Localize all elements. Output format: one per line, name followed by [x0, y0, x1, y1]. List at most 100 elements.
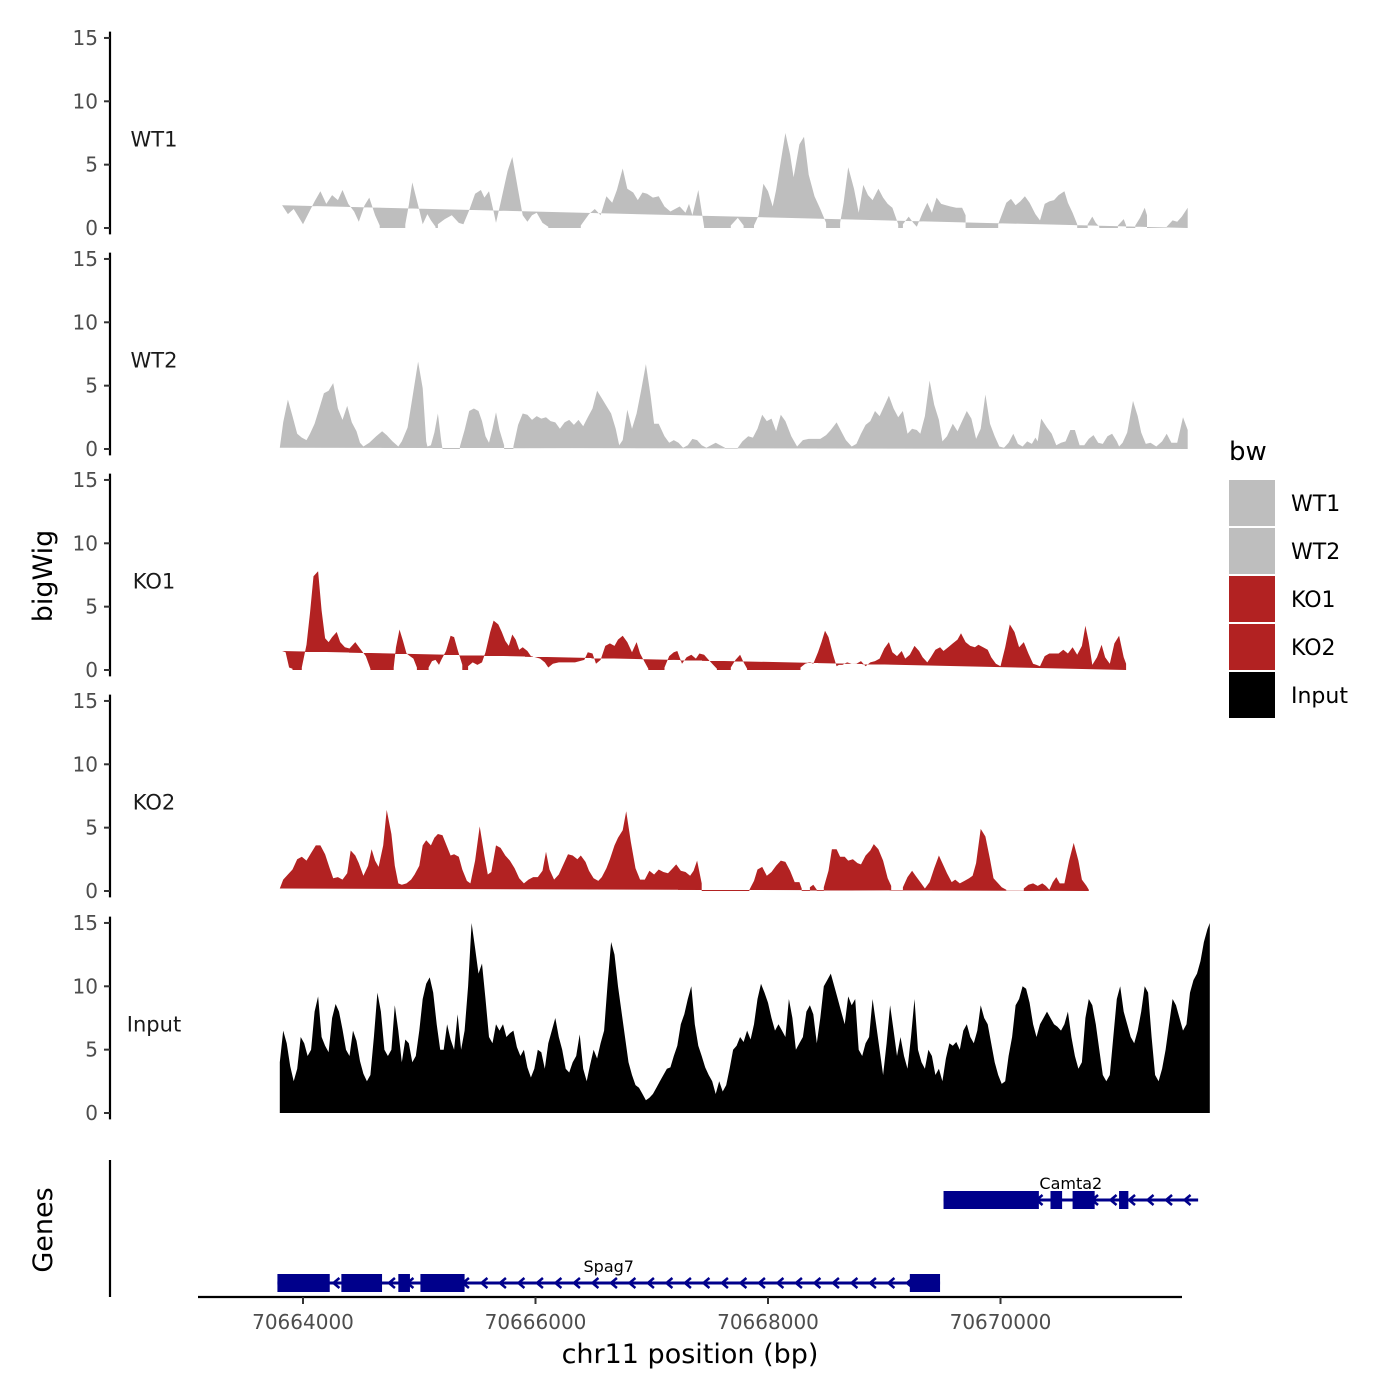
legend-swatch-wt1 [1229, 480, 1275, 526]
strand-arrow [534, 1277, 544, 1289]
strand-arrow [682, 1277, 692, 1289]
legend: bw WT1 WT2 KO1 KO2 Input [1229, 437, 1348, 718]
gene-exon [909, 1274, 941, 1292]
signal-area-wt1 [282, 133, 1188, 228]
y-tick-label: 10 [73, 752, 98, 776]
y-tick-label: 15 [73, 689, 98, 713]
y-tick-label: 10 [73, 531, 98, 555]
strand-arrow [645, 1277, 655, 1289]
gene-camta2: Camta2 [943, 1174, 1199, 1209]
y-tick-label: 15 [73, 468, 98, 492]
gene-exon [943, 1191, 1039, 1209]
track-ko2: 0 5 10 15 KO2 [73, 689, 1089, 903]
strand-arrow [1127, 1194, 1136, 1206]
strand-arrow [1164, 1194, 1173, 1206]
strand-arrow [479, 1277, 489, 1289]
legend-label: KO1 [1291, 588, 1336, 613]
legend-label: WT1 [1291, 492, 1340, 517]
strand-arrow [516, 1277, 526, 1289]
legend-swatch-ko2 [1229, 624, 1275, 670]
y-tick-label: 10 [73, 974, 98, 998]
strand-arrow [830, 1277, 840, 1289]
y-tick-label: 5 [85, 816, 98, 840]
genes-axis-title: Genes [28, 1187, 59, 1272]
legend-swatch-ko1 [1229, 576, 1275, 622]
signal-area-ko1 [282, 571, 1127, 670]
strand-arrow [386, 1277, 396, 1289]
legend-label: WT2 [1291, 540, 1340, 565]
gene-spag7: Spag7 [277, 1257, 941, 1292]
strand-arrow [719, 1277, 729, 1289]
signal-area-ko2 [279, 809, 1089, 891]
y-tick-label: 0 [85, 1101, 98, 1125]
track-input: 0 5 10 15 Input [73, 911, 1210, 1125]
y-tick-label: 10 [73, 310, 98, 334]
y-tick-label: 15 [73, 911, 98, 935]
gene-exon [420, 1274, 465, 1292]
y-tick-label: 5 [85, 153, 98, 177]
strand-arrow [738, 1277, 748, 1289]
strand-arrow [849, 1277, 859, 1289]
y-tick-label: 5 [85, 1038, 98, 1062]
legend-title: bw [1229, 437, 1267, 467]
gene-exon [341, 1274, 383, 1292]
strand-arrow [1145, 1194, 1155, 1206]
y-tick-label: 5 [85, 374, 98, 398]
x-tick-label: 70668000 [717, 1310, 819, 1334]
track-label: WT2 [131, 348, 178, 372]
strand-arrow [553, 1277, 563, 1289]
gene-exon [1072, 1191, 1095, 1209]
strand-arrow [608, 1277, 618, 1289]
y-tick-label: 0 [85, 437, 98, 461]
track-ko1: 0 5 10 15 KO1 [73, 468, 1127, 682]
strand-arrow [775, 1277, 785, 1289]
y-tick-label: 0 [85, 216, 98, 240]
strand-arrow [812, 1277, 822, 1289]
track-label: KO1 [133, 569, 176, 593]
strand-arrow [867, 1277, 877, 1289]
y-tick-label: 10 [73, 89, 98, 113]
y-tick-label: 15 [73, 26, 98, 50]
strand-arrow [1108, 1194, 1118, 1206]
strand-arrow [886, 1277, 896, 1289]
y-tick-label: 0 [85, 658, 98, 682]
legend-swatch-input [1229, 672, 1275, 718]
x-axis: 70664000 70666000 70668000 70670000 [198, 1295, 1182, 1334]
y-tick-label: 0 [85, 879, 98, 903]
gene-label: Spag7 [584, 1257, 634, 1276]
y-axis-title: bigWig [28, 530, 59, 623]
x-axis-title: chr11 position (bp) [562, 1339, 819, 1370]
x-tick-label: 70666000 [485, 1310, 587, 1334]
legend-label: KO2 [1291, 636, 1336, 661]
x-tick-label: 70670000 [950, 1310, 1052, 1334]
track-wt2: 0 5 10 15 WT2 [73, 247, 1188, 461]
strand-arrow [664, 1277, 674, 1289]
gene-exon [1119, 1191, 1129, 1209]
y-tick-label: 15 [73, 247, 98, 271]
gene-exon [1050, 1191, 1063, 1209]
strand-arrow [756, 1277, 766, 1289]
legend-swatch-wt2 [1229, 528, 1275, 574]
track-label: KO2 [133, 790, 176, 814]
signal-tracks: 0 5 10 15 WT1 0 5 10 15 WT2 0 5 10 15 KO1 0 5 10 15 KO2 0 5 10… [73, 26, 1210, 1125]
y-tick-label: 5 [85, 595, 98, 619]
strand-arrow [701, 1277, 711, 1289]
gene-exon [398, 1274, 410, 1292]
signal-area-input [279, 923, 1210, 1113]
x-tick-label: 70664000 [252, 1310, 354, 1334]
legend-label: Input [1291, 684, 1348, 709]
strand-arrow [1182, 1194, 1192, 1206]
signal-area-wt2 [279, 361, 1188, 449]
track-label: Input [127, 1012, 181, 1036]
strand-arrow [571, 1277, 581, 1289]
strand-arrow [331, 1277, 341, 1289]
gene-label: Camta2 [1039, 1174, 1102, 1193]
strand-arrow [590, 1277, 600, 1289]
strand-arrow [497, 1277, 507, 1289]
strand-arrow [627, 1277, 637, 1289]
gene-exon [277, 1274, 330, 1292]
genes-panel: Spag7 Camta2 [108, 1160, 1199, 1297]
track-label: WT1 [131, 127, 178, 151]
strand-arrow [793, 1277, 803, 1289]
